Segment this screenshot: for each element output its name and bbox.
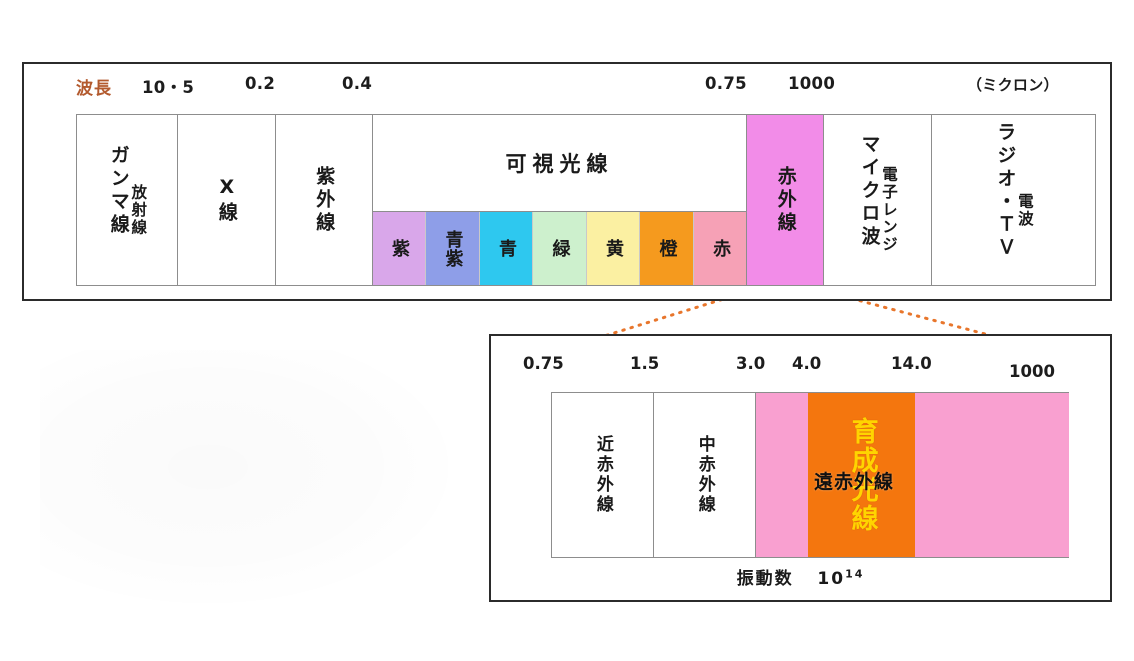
swatch-red-label: 赤 bbox=[710, 239, 732, 258]
band-cell-radio-sublabel: 電波 bbox=[1015, 192, 1034, 228]
upper-scale: 波長 10・5 0.2 0.4 0.75 1000 （ミクロン） bbox=[24, 64, 1110, 110]
lower-scale: 0.75 1.5 3.0 4.0 14.0 1000 bbox=[491, 336, 1110, 381]
band-cell-infrared-label: 赤外線 bbox=[774, 165, 797, 235]
frequency-label: 振動数 bbox=[736, 569, 794, 589]
swatch-orange[interactable]: 橙 bbox=[640, 212, 694, 285]
tick-0-75: 0.75 bbox=[705, 74, 747, 93]
upper-band: ガンマ線 放射線 X線 紫外線 可視光線 紫 青紫 bbox=[76, 114, 1096, 286]
visible-light-swatches: 紫 青紫 青 緑 黄 橙 bbox=[372, 211, 747, 285]
ir-cell-far-right[interactable] bbox=[915, 393, 1069, 557]
ir-cell-growth-ray[interactable]: 育成光線 bbox=[808, 393, 916, 557]
infrared-band: 近赤外線 中赤外線 育成光線 遠赤外線 bbox=[551, 392, 1069, 558]
upper-spectrum-panel: 波長 10・5 0.2 0.4 0.75 1000 （ミクロン） ガンマ線 放射… bbox=[22, 62, 1112, 301]
band-cell-ultraviolet[interactable]: 紫外線 bbox=[275, 115, 373, 285]
lower-tick-1000: 1000 bbox=[1009, 362, 1055, 381]
band-cell-microwave[interactable]: マイクロ波 電子レンジ bbox=[824, 115, 933, 285]
tick-1000: 1000 bbox=[788, 74, 836, 93]
ir-cell-near[interactable]: 近赤外線 bbox=[552, 393, 654, 557]
swatch-blue[interactable]: 青 bbox=[479, 212, 534, 285]
lower-tick-4-0: 4.0 bbox=[792, 354, 822, 373]
band-cell-radio[interactable]: ラジオ・ＴＶ 電波 bbox=[932, 115, 1096, 285]
swatch-green-label: 緑 bbox=[549, 239, 571, 258]
frequency-caption: 振動数 1014 bbox=[491, 564, 1110, 589]
ir-cell-near-label: 近赤外線 bbox=[592, 435, 613, 515]
lower-tick-1-5: 1.5 bbox=[630, 354, 660, 373]
band-cell-radio-label: ラジオ・ＴＶ bbox=[994, 122, 1017, 260]
band-cell-xray-label: X線 bbox=[215, 175, 238, 225]
visible-light-title: 可視光線 bbox=[505, 152, 614, 176]
wavelength-axis-label: 波長 bbox=[76, 79, 112, 99]
band-cell-visible-light[interactable]: 可視光線 紫 青紫 青 緑 黄 bbox=[372, 115, 748, 285]
band-cell-xray[interactable]: X線 bbox=[177, 115, 276, 285]
ir-cell-mid-label: 中赤外線 bbox=[694, 435, 715, 515]
background-watermark bbox=[40, 350, 460, 610]
swatch-yellow-label: 黄 bbox=[603, 239, 625, 258]
swatch-blue-violet-label: 青紫 bbox=[442, 229, 464, 268]
band-cell-gamma-label: ガンマ線 bbox=[107, 145, 130, 237]
band-cell-gamma[interactable]: ガンマ線 放射線 bbox=[77, 115, 178, 285]
frequency-value: 10 bbox=[817, 569, 846, 589]
unit-label: （ミクロン） bbox=[967, 76, 1059, 94]
swatch-blue-violet[interactable]: 青紫 bbox=[426, 212, 480, 285]
band-cell-microwave-label: マイクロ波 bbox=[858, 133, 881, 249]
swatch-violet-label: 紫 bbox=[388, 239, 410, 258]
infrared-detail-panel: 0.75 1.5 3.0 4.0 14.0 1000 近赤外線 中赤外線 育成光… bbox=[489, 334, 1112, 602]
band-cell-microwave-sublabel: 電子レンジ bbox=[879, 166, 898, 254]
swatch-blue-label: 青 bbox=[496, 239, 517, 258]
tick-0-2: 0.2 bbox=[245, 74, 276, 93]
band-cell-infrared[interactable]: 赤外線 bbox=[747, 115, 825, 285]
swatch-yellow[interactable]: 黄 bbox=[586, 212, 641, 285]
swatch-green[interactable]: 緑 bbox=[533, 212, 587, 285]
ir-cell-growth-ray-label: 育成光線 bbox=[846, 417, 878, 533]
swatch-orange-label: 橙 bbox=[656, 239, 678, 258]
tick-10-5: 10・5 bbox=[142, 78, 195, 97]
ir-cell-mid[interactable]: 中赤外線 bbox=[653, 393, 756, 557]
lower-tick-0-75: 0.75 bbox=[523, 354, 564, 373]
swatch-violet[interactable]: 紫 bbox=[372, 212, 427, 285]
far-infrared-overlay-label: 遠赤外線 bbox=[814, 471, 895, 493]
ir-cell-far-left[interactable] bbox=[755, 393, 809, 557]
frequency-exponent: 14 bbox=[845, 567, 865, 581]
lower-tick-14-0: 14.0 bbox=[891, 354, 932, 373]
swatch-red[interactable]: 赤 bbox=[693, 212, 747, 285]
lower-tick-3-0: 3.0 bbox=[736, 354, 766, 373]
band-cell-gamma-sublabel: 放射線 bbox=[129, 183, 148, 237]
tick-0-4: 0.4 bbox=[342, 74, 373, 93]
band-cell-ultraviolet-label: 紫外線 bbox=[313, 165, 336, 235]
